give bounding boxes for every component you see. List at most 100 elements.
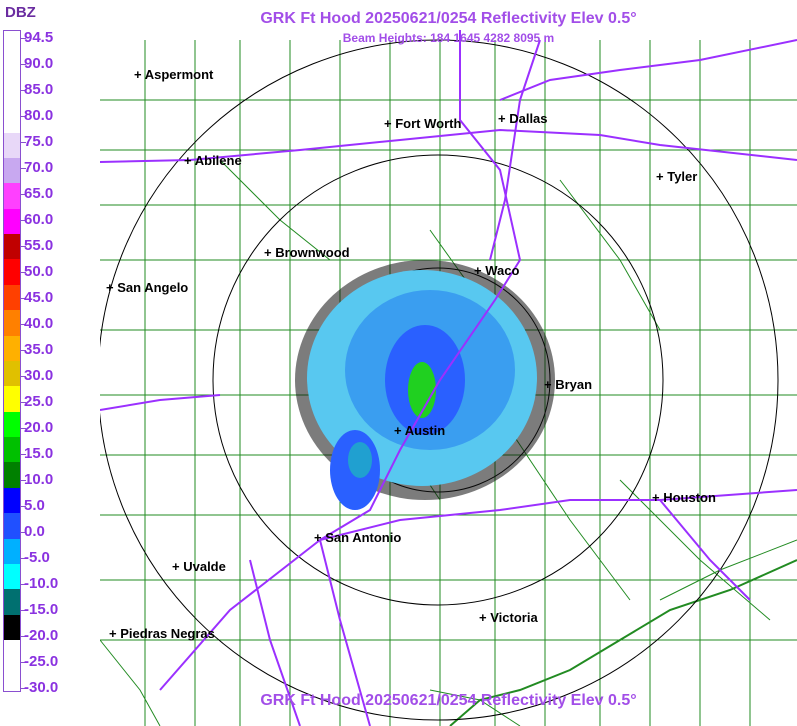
scale-label: 15.0 (24, 445, 54, 462)
scale-swatch (4, 360, 20, 387)
city: + Brownwood (264, 245, 350, 260)
scale-label: 25.0 (24, 393, 54, 410)
scale-tick (21, 90, 26, 91)
city-label: Houston (663, 490, 716, 505)
city-label: Uvalde (183, 559, 226, 574)
scale-label: -15.0 (24, 601, 59, 618)
scale-label: 65.0 (24, 185, 54, 202)
city-label: Bryan (555, 377, 593, 392)
scale-swatch (4, 208, 20, 234)
scale-label: 35.0 (24, 341, 54, 358)
scale-swatch (4, 437, 20, 463)
scale-swatch (4, 563, 20, 590)
scale-tick (21, 220, 26, 221)
city-marker-icon: + (109, 626, 117, 641)
city: + Aspermont (134, 67, 213, 82)
scale-tick (21, 116, 26, 117)
city-marker-icon: + (498, 111, 506, 126)
city: + Bryan (544, 377, 592, 392)
scale-label: 20.0 (24, 419, 54, 436)
scale-tick (21, 168, 26, 169)
legend-unit: DBZ (5, 4, 36, 21)
scale-swatch (4, 81, 20, 108)
city-label: Fort Worth (395, 116, 462, 131)
city: + Fort Worth (384, 116, 461, 131)
scale-label: 5.0 (24, 497, 45, 514)
scale-swatch (4, 234, 20, 260)
coastline (449, 559, 797, 726)
city: + Uvalde (172, 559, 226, 574)
legend: DBZ 94.5 90.0 85.0 80.0 75.0 70.0 65.0 60.0 55.0… (0, 0, 100, 726)
scale-swatch (4, 31, 20, 57)
city: + Piedras Negras (109, 626, 215, 641)
scale-swatch (4, 386, 20, 412)
city: + Dallas (498, 111, 548, 126)
city: + Victoria (479, 610, 538, 625)
scale-tick (21, 402, 26, 403)
city-marker-icon: + (384, 116, 392, 131)
city-marker-icon: + (394, 423, 402, 438)
city-label: Austin (404, 423, 446, 438)
scale-label: 10.0 (24, 471, 54, 488)
city-marker-icon: + (134, 67, 142, 82)
footer-title: GRK Ft Hood 20250621/0254 Reflectivity E… (260, 692, 637, 709)
city-marker-icon: + (652, 490, 660, 505)
city-marker-icon: + (544, 377, 552, 392)
scale-tick (21, 298, 26, 299)
city-label: Brownwood (275, 245, 350, 260)
city-marker-icon: + (479, 610, 487, 625)
scale-swatch (4, 411, 20, 437)
scale-swatch (4, 589, 20, 615)
scale-swatch (4, 335, 20, 361)
scale-swatch (4, 183, 20, 209)
scale-swatch (4, 132, 20, 158)
scale-tick (21, 584, 26, 585)
city-label: Piedras Negras (120, 626, 215, 641)
city-label: Victoria (490, 610, 538, 625)
scale-label: 45.0 (24, 289, 54, 306)
scale-label: 55.0 (24, 237, 54, 254)
scale-label: -10.0 (24, 575, 59, 592)
city-marker-icon: + (184, 153, 192, 168)
scale-swatch (4, 157, 20, 184)
scale-tick (21, 142, 26, 143)
scale-label: 85.0 (24, 81, 54, 98)
scale-tick (21, 38, 26, 39)
scale-label: 70.0 (24, 159, 54, 176)
city: + Houston (652, 490, 716, 505)
scale-swatch (4, 259, 20, 285)
scale-label: 40.0 (24, 315, 54, 332)
scale-tick (21, 350, 26, 351)
scale-label: 0.0 (24, 523, 45, 540)
scale-tick (21, 194, 26, 195)
scale-tick (21, 610, 26, 611)
scale-swatch (4, 538, 20, 564)
scale-tick (21, 662, 26, 663)
scale-label: -20.0 (24, 627, 59, 644)
scale-label: 90.0 (24, 55, 54, 72)
city: + Austin (394, 423, 445, 438)
highways (100, 30, 797, 726)
scale-tick (21, 558, 26, 559)
city: + Abilene (184, 153, 242, 168)
map-title: GRK Ft Hood 20250621/0254 Reflectivity E… (260, 10, 637, 27)
city-label: San Angelo (117, 280, 189, 295)
city-marker-icon: + (264, 245, 272, 260)
scale-tick (21, 246, 26, 247)
scale-swatch (4, 665, 20, 691)
scale-swatch (4, 462, 20, 488)
city-marker-icon: + (106, 280, 114, 295)
scale-label: -30.0 (24, 679, 59, 696)
city-marker-icon: + (474, 263, 482, 278)
scale-tick (21, 64, 26, 65)
city-label: Abilene (194, 153, 242, 168)
scale-label: 50.0 (24, 263, 54, 280)
city: + San Antonio (314, 530, 401, 545)
color-scale (3, 30, 21, 692)
scale-label: 30.0 (24, 367, 54, 384)
scale-label: 75.0 (24, 133, 54, 150)
city-marker-icon: + (172, 559, 180, 574)
radar-map (100, 30, 797, 726)
scale-tick (21, 636, 26, 637)
scale-swatch (4, 310, 20, 336)
